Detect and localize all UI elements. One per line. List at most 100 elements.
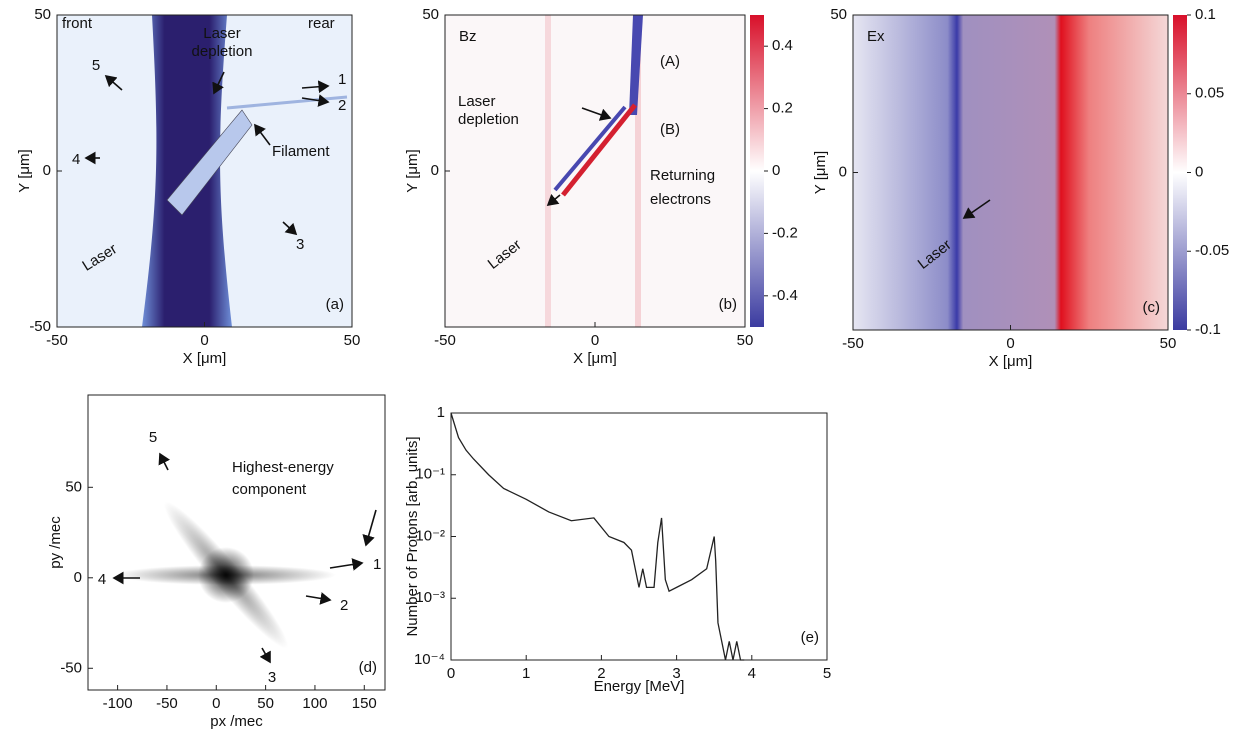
annotation: electrons xyxy=(650,191,711,208)
field-bg xyxy=(445,15,745,327)
field-band xyxy=(545,15,551,327)
panel-label: (c) xyxy=(1143,299,1161,316)
colorbar xyxy=(750,15,764,327)
annotation: 3 xyxy=(268,669,276,686)
x-tick-label: -50 xyxy=(434,332,456,349)
x-tick-label: 2 xyxy=(597,665,605,682)
x-tick-label: 0 xyxy=(212,695,220,712)
field-band xyxy=(635,15,641,327)
x-tick-label: 3 xyxy=(672,665,680,682)
annotation: Filament xyxy=(272,143,330,160)
annotation: Laser xyxy=(203,25,241,42)
arrow xyxy=(546,193,561,207)
arrow xyxy=(254,123,271,146)
colorbar-label: -0.4 xyxy=(772,287,798,304)
colorbar-label: 0.1 xyxy=(1195,6,1216,23)
arrow xyxy=(329,558,364,571)
x-tick-label: 50 xyxy=(737,332,754,349)
annotation: 4 xyxy=(98,571,106,588)
x-tick-label: 150 xyxy=(352,695,377,712)
x-axis-label: px /mec xyxy=(210,713,263,730)
x-tick-label: 0 xyxy=(1006,335,1014,352)
annotation: depletion xyxy=(458,111,519,128)
x-axis-label: X [μm] xyxy=(183,350,227,367)
laser-channel xyxy=(166,109,253,216)
colorbar-label: 0.4 xyxy=(772,37,793,54)
panel-title: Ex xyxy=(867,28,885,45)
colorbar-label: 0.2 xyxy=(772,100,793,117)
field-bg xyxy=(853,15,1168,330)
colorbar-label: 0.05 xyxy=(1195,85,1224,102)
panel-label: (a) xyxy=(326,296,344,313)
y-tick-label: 50 xyxy=(65,478,82,495)
density-cloud xyxy=(198,547,254,603)
y-axis-label: py /mec xyxy=(47,516,64,569)
annotation: 5 xyxy=(149,429,157,446)
panel: -50 0 50 0 50 X [μm] Y [μm] (b) Bz 0.4 0.2 0 -0.2 -0.… xyxy=(404,6,798,367)
panel-title: Bz xyxy=(459,28,477,45)
x-axis-label: X [μm] xyxy=(573,350,617,367)
annotation: 1 xyxy=(373,556,381,573)
y-axis-label: Y [μm] xyxy=(812,151,829,194)
y-tick-label: 50 xyxy=(34,6,51,23)
x-tick-label: 100 xyxy=(302,695,327,712)
x-tick-label: 50 xyxy=(344,332,361,349)
x-tick-label: 0 xyxy=(447,665,455,682)
arrow xyxy=(362,509,377,547)
arrow xyxy=(301,94,330,107)
arrow xyxy=(305,592,332,605)
colorbar-label: -0.2 xyxy=(772,224,798,241)
panel: -50 0 50 0 50 X [μm] Y [μm] (c) Ex 0.1 0.05 0 -0.05 -… xyxy=(812,6,1229,370)
arrow xyxy=(962,199,991,219)
y-tick-label: -50 xyxy=(29,318,51,335)
x-axis-label: X [μm] xyxy=(989,353,1033,370)
x-tick-label: 0 xyxy=(200,332,208,349)
arrow xyxy=(212,71,225,95)
panel-label: (d) xyxy=(359,659,377,676)
x-tick-label: 50 xyxy=(1160,335,1177,352)
plot-frame xyxy=(450,412,828,661)
y-tick-label: -50 xyxy=(60,659,82,676)
y-tick-label: 0 xyxy=(74,569,82,586)
panel: 0 1 2 3 4 5 10⁻⁴ 10⁻³ 10⁻² 10⁻¹ 1 Energy [MeV] Numbe… xyxy=(404,404,831,695)
y-tick-label: 10⁻⁴ xyxy=(414,651,445,668)
annotation: Returning xyxy=(650,167,715,184)
arrow xyxy=(259,647,271,664)
panel-label: (e) xyxy=(801,629,819,646)
bz-blue xyxy=(629,15,643,115)
colorbar-label: -0.05 xyxy=(1195,242,1229,259)
y-tick-label: 0 xyxy=(839,163,847,180)
y-tick-label: 50 xyxy=(830,6,847,23)
x-tick-label: 1 xyxy=(522,665,530,682)
annotation: component xyxy=(232,481,307,498)
y-tick-label: 10⁻² xyxy=(415,527,445,544)
annotation: 2 xyxy=(340,597,348,614)
annotation: 2 xyxy=(338,97,346,114)
x-tick-label: -50 xyxy=(156,695,178,712)
annotation: depletion xyxy=(192,43,253,60)
x-axis-label: Energy [MeV] xyxy=(594,678,685,695)
y-tick-label: 50 xyxy=(422,6,439,23)
y-tick-label: 0 xyxy=(43,162,51,179)
x-tick-label: -50 xyxy=(46,332,68,349)
y-tick-label: 1 xyxy=(437,404,445,421)
density-band xyxy=(142,15,232,327)
plot-frame xyxy=(87,394,386,691)
annotation: 3 xyxy=(296,236,304,253)
arrow xyxy=(282,221,298,236)
arrow xyxy=(301,80,330,94)
x-tick-label: -50 xyxy=(842,335,864,352)
x-tick-label: 4 xyxy=(748,665,756,682)
y-axis-label: Y [μm] xyxy=(404,149,421,192)
annotation: 5 xyxy=(92,57,100,74)
y-tick-label: 10⁻³ xyxy=(415,589,445,606)
y-axis-label: Y [μm] xyxy=(16,149,33,192)
annotation: 1 xyxy=(338,71,346,88)
x-tick-label: 0 xyxy=(591,332,599,349)
x-tick-label: 50 xyxy=(257,695,274,712)
annotation: Highest-energy xyxy=(232,459,334,476)
x-tick-label: 5 xyxy=(823,665,831,682)
panel-label: (b) xyxy=(719,296,737,313)
